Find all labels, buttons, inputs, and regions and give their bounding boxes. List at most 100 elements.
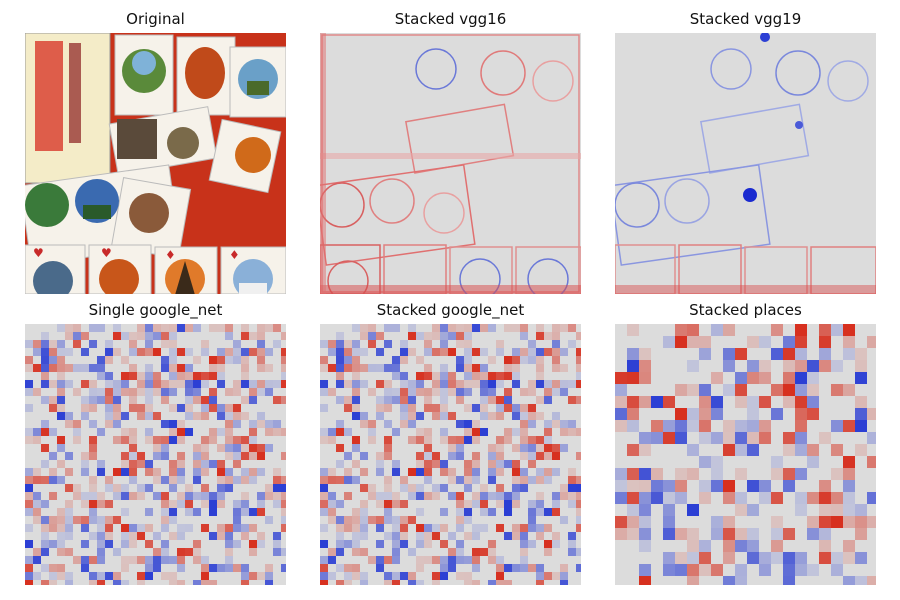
heatmap-cell — [416, 356, 424, 364]
heatmap-cell — [336, 428, 344, 436]
heatmap-cell — [129, 372, 137, 380]
heatmap-cell — [81, 364, 89, 372]
heatmap-cell — [241, 572, 249, 580]
heatmap-cell — [249, 548, 257, 556]
heatmap-cell — [384, 388, 392, 396]
heatmap-cell — [408, 396, 416, 404]
heatmap-cell — [233, 348, 241, 356]
heatmap-cell — [241, 332, 249, 340]
heatmap-cell — [552, 468, 560, 476]
heatmap-cell — [105, 540, 113, 548]
heatmap-cell — [65, 364, 73, 372]
heatmap-cell — [472, 324, 480, 332]
heatmap-cell — [185, 364, 193, 372]
heatmap-cell — [687, 384, 699, 396]
heatmap-cell — [281, 364, 286, 372]
heatmap-cell — [153, 372, 161, 380]
heatmap-cell — [360, 500, 368, 508]
heatmap-cell — [432, 556, 440, 564]
heatmap-cell — [177, 420, 185, 428]
heatmap-cell — [257, 348, 265, 356]
heatmap-cell — [544, 540, 552, 548]
heatmap-cell — [520, 452, 528, 460]
heatmap-cell — [699, 420, 711, 432]
heatmap-cell — [257, 332, 265, 340]
heatmap-cell — [73, 340, 81, 348]
heatmap-cell — [771, 468, 783, 480]
heatmap-cell — [193, 380, 201, 388]
heatmap-cell — [225, 548, 233, 556]
heatmap-cell — [448, 388, 456, 396]
heatmap-cell — [488, 460, 496, 468]
heatmap-cell — [472, 436, 480, 444]
heatmap-cell — [504, 396, 512, 404]
heatmap-cell — [711, 528, 723, 540]
heatmap-cell — [344, 540, 352, 548]
heatmap-cell — [384, 380, 392, 388]
heatmap-cell — [568, 540, 576, 548]
heatmap-cell — [320, 468, 328, 476]
heatmap-cell — [384, 572, 392, 580]
heatmap-cell — [639, 504, 651, 516]
heatmap-cell — [177, 500, 185, 508]
heatmap-cell — [560, 580, 568, 585]
heatmap-cell — [456, 364, 464, 372]
heatmap-cell — [352, 524, 360, 532]
heatmap-cell — [105, 340, 113, 348]
heatmap-cell — [416, 380, 424, 388]
heatmap-cell — [400, 524, 408, 532]
heatmap-cell — [137, 572, 145, 580]
heatmap-cell — [424, 404, 432, 412]
heatmap-cell — [440, 460, 448, 468]
heatmap-cell — [464, 348, 472, 356]
heatmap-cell — [536, 436, 544, 444]
heatmap-cell — [65, 484, 73, 492]
heatmap-cell — [360, 516, 368, 524]
heatmap-cell — [392, 364, 400, 372]
heatmap-cell — [747, 396, 759, 408]
heatmap-cell — [57, 444, 65, 452]
heatmap-cell — [113, 580, 121, 585]
heatmap-cell — [544, 380, 552, 388]
heatmap-cell — [440, 564, 448, 572]
heatmap-cell — [89, 420, 97, 428]
heatmap-cell — [281, 332, 286, 340]
heatmap-cell — [185, 412, 193, 420]
heatmap-cell — [627, 480, 639, 492]
heatmap-cell — [169, 556, 177, 564]
heatmap-cell — [424, 364, 432, 372]
heatmap-cell — [552, 572, 560, 580]
heatmap-cell — [89, 508, 97, 516]
heatmap-cell — [97, 500, 105, 508]
heatmap-cell — [49, 540, 57, 548]
heatmap-cell — [472, 452, 480, 460]
heatmap-cell — [520, 564, 528, 572]
heatmap-cell — [472, 556, 480, 564]
heatmap-cell — [113, 548, 121, 556]
heatmap-cell — [360, 532, 368, 540]
heatmap-cell — [73, 388, 81, 396]
heatmap-cell — [217, 412, 225, 420]
heatmap-cell — [209, 492, 217, 500]
heatmap-cell — [843, 336, 855, 348]
heatmap-cell — [121, 508, 129, 516]
heatmap-cell — [41, 500, 49, 508]
heatmap-cell — [344, 380, 352, 388]
heatmap-cell — [336, 348, 344, 356]
heatmap-cell — [831, 468, 843, 480]
heatmap-cell — [273, 324, 281, 332]
heatmap-cell — [843, 492, 855, 504]
heatmap-cell — [113, 396, 121, 404]
heatmap-cell — [49, 396, 57, 404]
heatmap-cell — [217, 428, 225, 436]
heatmap-cell — [137, 556, 145, 564]
heatmap-cell — [504, 404, 512, 412]
heatmap-cell — [795, 492, 807, 504]
heatmap-cell — [201, 340, 209, 348]
heatmap-cell — [867, 516, 876, 528]
heatmap-cell — [675, 492, 687, 504]
heatmap-cell — [97, 580, 105, 585]
heatmap-cell — [177, 436, 185, 444]
heatmap-cell — [512, 476, 520, 484]
heatmap-cell — [408, 348, 416, 356]
